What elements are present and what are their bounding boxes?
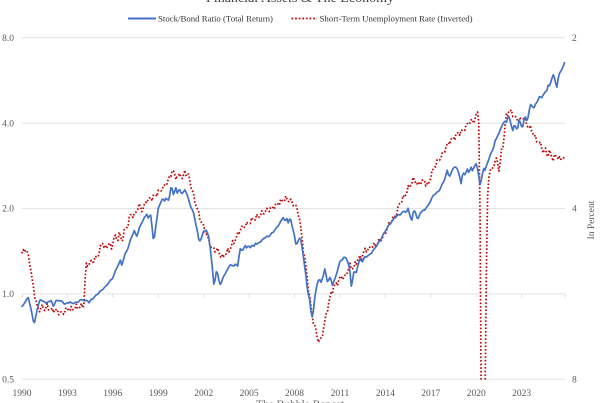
svg-text:1996: 1996 (103, 389, 122, 399)
svg-text:The Bubble Report: The Bubble Report (256, 399, 345, 403)
svg-text:2002: 2002 (194, 389, 213, 399)
svg-text:2011: 2011 (331, 389, 350, 399)
svg-text:4: 4 (572, 205, 577, 215)
svg-text:2014: 2014 (376, 389, 395, 399)
svg-text:2020: 2020 (467, 389, 486, 399)
svg-text:Stock/Bond Ratio (Total Return: Stock/Bond Ratio (Total Return) (158, 14, 273, 24)
svg-text:Short-Term Unemployment Rate (: Short-Term Unemployment Rate (Inverted) (320, 14, 473, 24)
svg-text:In Percent: In Percent (587, 200, 597, 239)
svg-text:Financial Assets & The Economy: Financial Assets & The Economy (206, 0, 394, 6)
svg-text:4.0: 4.0 (2, 119, 14, 129)
svg-text:1993: 1993 (58, 389, 77, 399)
svg-text:0.5: 0.5 (2, 376, 14, 386)
svg-text:2.0: 2.0 (2, 205, 14, 215)
svg-text:1.0: 1.0 (2, 290, 14, 300)
svg-text:2017: 2017 (421, 389, 440, 399)
svg-text:2008: 2008 (285, 389, 304, 399)
svg-text:8.0: 8.0 (2, 34, 14, 44)
svg-text:2005: 2005 (240, 389, 259, 399)
svg-text:2: 2 (572, 34, 577, 44)
svg-text:8: 8 (572, 376, 577, 386)
svg-text:1999: 1999 (149, 389, 168, 399)
svg-text:2023: 2023 (512, 389, 531, 399)
svg-text:1990: 1990 (13, 389, 32, 399)
